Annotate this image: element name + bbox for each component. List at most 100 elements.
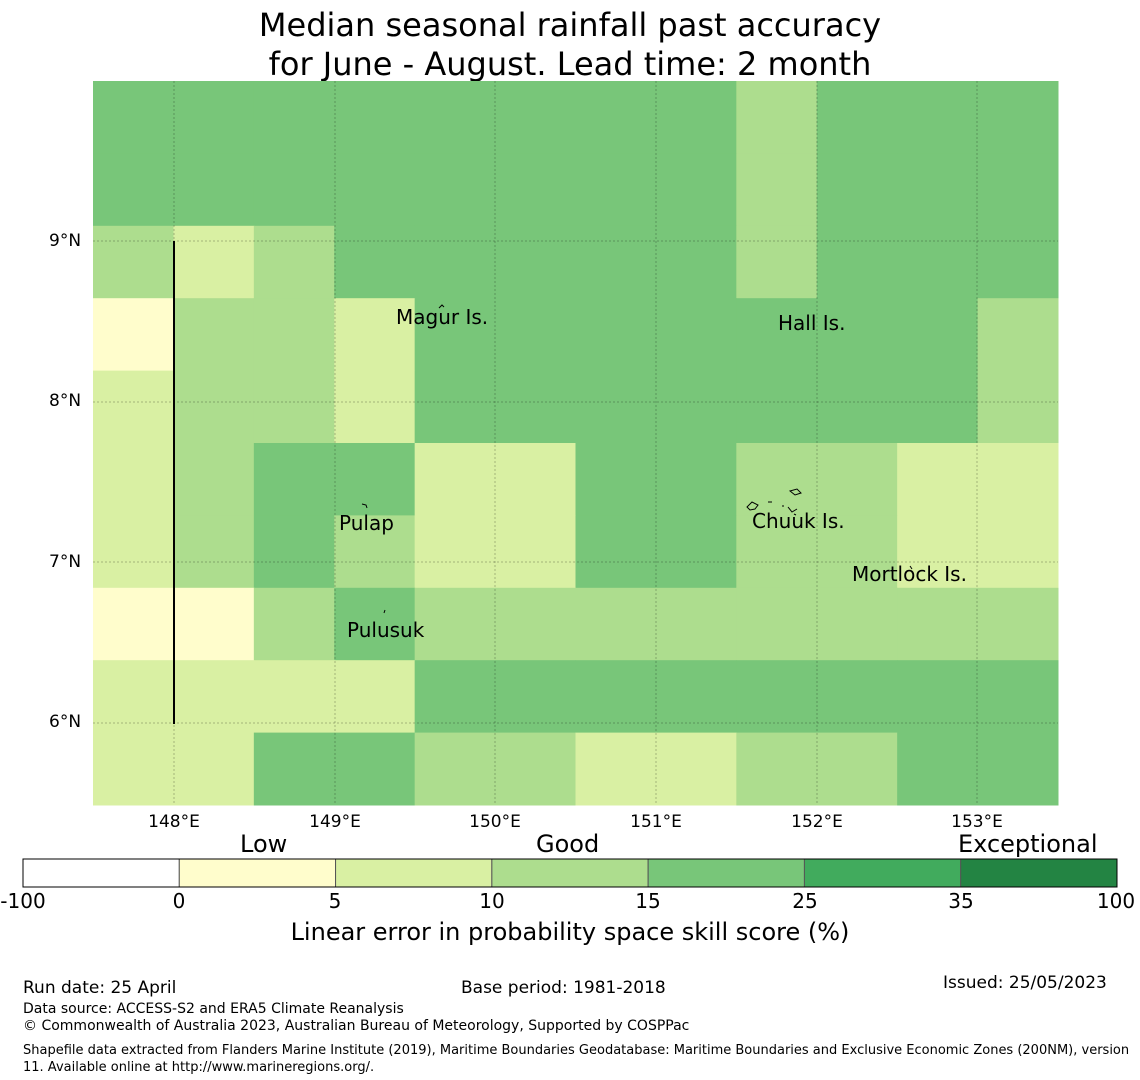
map-cell	[736, 587, 818, 661]
data-source: Data source: ACCESS-S2 and ERA5 Climate …	[23, 1001, 404, 1017]
colorbar-segment	[491, 858, 649, 888]
place-label-hall: Hall Is.	[778, 311, 846, 335]
chuuk-island-shape	[746, 488, 802, 516]
map-cell	[736, 370, 818, 444]
map-cell	[897, 298, 979, 372]
map-cell	[575, 81, 657, 154]
map-cell	[173, 587, 255, 661]
map-cell	[816, 660, 898, 734]
colorbar-tick-neg100: -100	[0, 889, 46, 913]
map-cell	[736, 732, 818, 806]
map-cell	[495, 225, 576, 299]
map-cell	[93, 660, 174, 734]
map-cell	[495, 515, 576, 589]
map-cell	[93, 225, 174, 299]
map-cell	[414, 443, 496, 516]
colorbar-segment	[335, 858, 493, 888]
colorbar-tick-25: 25	[792, 889, 818, 913]
map-cell	[977, 225, 1059, 299]
map-cell	[816, 81, 898, 154]
map-cell	[173, 225, 255, 299]
mortlock-island-shape	[909, 565, 913, 570]
map-cell	[414, 732, 496, 806]
map-cell	[253, 81, 335, 154]
map-cell	[816, 298, 898, 372]
lat-label-8n: 8°N	[49, 391, 82, 411]
map-cell	[897, 587, 979, 661]
map-cell	[334, 298, 416, 372]
map-cell	[575, 443, 657, 516]
map-cell	[575, 370, 657, 444]
map-cell	[897, 225, 979, 299]
map-cell	[655, 515, 737, 589]
map-cell	[414, 153, 496, 227]
map-cell	[897, 732, 979, 806]
map-cell	[93, 515, 174, 589]
lat-label-6n: 6°N	[49, 712, 82, 732]
map-cell	[253, 443, 335, 516]
map-cell	[816, 153, 898, 227]
run-date: Run date: 25 April	[23, 978, 177, 998]
map-cell	[897, 515, 979, 589]
map-cell	[736, 81, 818, 154]
chart-title-line2: for June - August. Lead time: 2 month	[268, 45, 872, 83]
map-cell	[977, 443, 1059, 516]
map-cell	[575, 298, 657, 372]
map-cell	[575, 660, 657, 734]
map-cell	[977, 298, 1059, 372]
map-cell	[495, 81, 576, 154]
map-cell	[977, 587, 1059, 661]
map-cell	[655, 298, 737, 372]
map-cell	[93, 153, 174, 227]
map-cell	[334, 515, 416, 589]
issued-date: Issued: 25/05/2023	[943, 973, 1107, 993]
colorbar-segment	[960, 858, 1118, 888]
map-cell	[736, 153, 818, 227]
map-cell	[495, 153, 576, 227]
map-cell	[173, 153, 255, 227]
map-cell	[93, 81, 174, 154]
map-cell	[977, 732, 1059, 806]
place-label-chuuk: Chuuk Is.	[752, 509, 845, 533]
lat-label-7n: 7°N	[49, 552, 82, 572]
colorbar-tick-0: 0	[172, 889, 186, 913]
island-outlines	[361, 304, 913, 614]
map-cell	[897, 81, 979, 154]
colorbar-tick-10: 10	[479, 889, 505, 913]
map-cell	[93, 370, 174, 444]
map-cell	[334, 225, 416, 299]
map-cell	[816, 443, 898, 516]
map-cell	[655, 587, 737, 661]
map-cell	[495, 587, 576, 661]
map-cell	[173, 81, 255, 154]
place-label-pulusuk: Pulusuk	[347, 618, 425, 642]
map-cell	[495, 660, 576, 734]
lon-label-149e: 149°E	[309, 812, 361, 832]
colorbar-tick-5: 5	[328, 889, 342, 913]
map-cell	[575, 225, 657, 299]
map-cell	[334, 153, 416, 227]
colorbar-tick-100: 100	[1096, 889, 1136, 913]
map-cell	[575, 153, 657, 227]
map-cell	[655, 732, 737, 806]
map-cell	[93, 298, 174, 372]
place-label-mortlock: Mortlock Is.	[852, 562, 967, 586]
map-cell	[495, 443, 576, 516]
place-label-pulap: Pulap	[339, 511, 394, 535]
lon-label-148e: 148°E	[148, 812, 200, 832]
colorbar-label: Linear error in probability space skill …	[290, 918, 850, 946]
lon-label-153e: 153°E	[951, 812, 1003, 832]
colorbar-segment	[803, 858, 962, 888]
map-cell	[173, 660, 255, 734]
chart-title-line1: Median seasonal rainfall past accuracy	[258, 6, 882, 44]
lat-label-9n: 9°N	[49, 231, 82, 251]
map-cell	[816, 370, 898, 444]
colorbar-tick-15: 15	[635, 889, 661, 913]
map-cell	[655, 370, 737, 444]
map-cell	[93, 443, 174, 516]
category-low: Low	[240, 830, 288, 858]
map-cell	[334, 587, 416, 661]
map-cell	[736, 660, 818, 734]
map-cell	[253, 587, 335, 661]
map-cell	[414, 81, 496, 154]
